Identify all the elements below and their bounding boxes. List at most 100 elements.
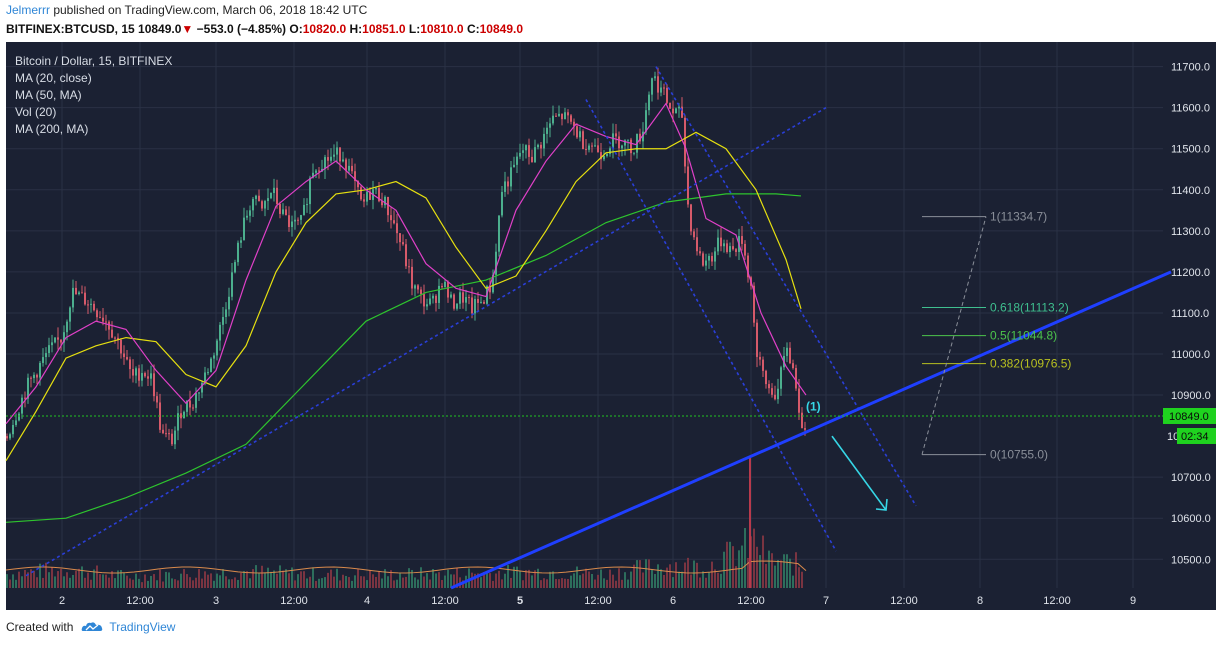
candle-body <box>297 219 299 221</box>
volume-bar <box>642 572 644 588</box>
candle-body <box>552 115 554 124</box>
candle-body <box>369 191 371 200</box>
volume-bar <box>492 580 494 588</box>
partial-price-label: 10 <box>1167 431 1179 443</box>
candle-body <box>6 436 8 439</box>
volume-bar <box>231 579 233 588</box>
price-axis-background <box>1163 42 1216 588</box>
volume-bar <box>675 562 677 588</box>
y-tick-label: 11000.0 <box>1171 349 1210 361</box>
volume-bar <box>267 567 269 588</box>
volume-bar <box>543 578 545 588</box>
candle-body <box>663 87 665 89</box>
candle-body <box>555 115 557 117</box>
volume-bar <box>429 579 431 588</box>
candle-body <box>186 400 188 412</box>
volume-bar <box>357 569 359 588</box>
volume-bar <box>510 577 512 588</box>
candle-body <box>270 192 272 199</box>
candle-body <box>519 152 521 157</box>
price-chart[interactable]: 11700.0 11600.0 11500.0 11400.0 11300.0 11200… <box>0 42 1221 612</box>
volume-bar <box>612 574 614 588</box>
candle-body <box>687 166 689 205</box>
candle-body <box>474 299 476 314</box>
candle-body <box>726 243 728 253</box>
volume-bar <box>384 569 386 588</box>
volume-bar <box>72 574 74 588</box>
candle-body <box>387 196 389 216</box>
volume-bar <box>729 541 731 588</box>
volume-bar <box>402 577 404 588</box>
countdown-tag <box>1177 427 1216 444</box>
candle-body <box>594 145 596 147</box>
symbol: BITFINEX:BTCUSD, 15 <box>6 22 135 36</box>
candle-body <box>459 292 461 304</box>
candle-body <box>435 295 437 303</box>
author-link[interactable]: Jelmerrr <box>6 3 50 17</box>
candle-body <box>255 195 257 199</box>
candle-body <box>603 156 605 160</box>
candle-body <box>36 374 38 378</box>
candle-body <box>702 253 704 266</box>
volume-bar <box>735 566 737 588</box>
volume-bar <box>306 578 308 588</box>
volume-bar <box>60 568 62 588</box>
volume-bar <box>30 569 32 588</box>
candle-body <box>624 140 626 146</box>
volume-bar <box>483 571 485 588</box>
volume-bar <box>756 546 758 588</box>
volume-bar <box>273 570 275 588</box>
ma200-line <box>5 193 802 523</box>
volume-bar <box>585 568 587 588</box>
candle-body <box>81 292 83 294</box>
candle-body <box>534 147 536 163</box>
candle-body <box>507 181 509 187</box>
volume-bar <box>51 567 53 588</box>
open-value: 10820.0 <box>302 22 347 36</box>
volume-bar <box>117 570 119 588</box>
volume-bar <box>498 570 500 588</box>
last-price-tag <box>1163 407 1216 424</box>
volume-bar <box>66 572 68 588</box>
volume-bar <box>618 568 620 588</box>
candle-body <box>777 388 779 400</box>
candle-body <box>126 357 128 360</box>
volume-bar <box>279 565 281 588</box>
candle-body <box>618 136 620 149</box>
volume-bar <box>153 574 155 588</box>
candle-body <box>378 188 380 202</box>
candle-body <box>441 285 443 288</box>
candle-body <box>612 133 614 149</box>
candle-body <box>339 147 341 162</box>
volume-bar <box>162 581 164 588</box>
candle-body <box>78 292 80 295</box>
candle-body <box>462 292 464 303</box>
volume-bar <box>723 551 725 588</box>
volume-bar <box>378 571 380 588</box>
x-tick-label: 7 <box>823 595 829 607</box>
candle-body <box>345 159 347 171</box>
volume-bar <box>261 565 263 588</box>
last-price: 10849.0 <box>138 22 182 36</box>
candle-body <box>546 127 548 134</box>
volume-bar <box>405 576 407 588</box>
candle-body <box>762 359 764 371</box>
volume-bar <box>708 572 710 588</box>
volume-bar <box>195 577 197 588</box>
candle-body <box>351 165 353 172</box>
candle-body <box>516 156 518 165</box>
volume-bar <box>627 579 629 588</box>
candle-body <box>147 376 149 379</box>
high-value: 10851.0 <box>362 22 406 36</box>
volume-bar <box>21 576 23 588</box>
candle-body <box>585 149 587 151</box>
volume-bar <box>540 580 542 588</box>
volume-bar <box>147 580 149 588</box>
volume-bar <box>594 579 596 588</box>
x-tick-label: 12:00 <box>890 595 918 607</box>
candle-body <box>402 242 404 245</box>
candle-body <box>276 187 278 205</box>
volume-bar <box>546 579 548 588</box>
tradingview-link[interactable]: TradingView <box>109 620 176 634</box>
volume-bar <box>69 577 71 588</box>
